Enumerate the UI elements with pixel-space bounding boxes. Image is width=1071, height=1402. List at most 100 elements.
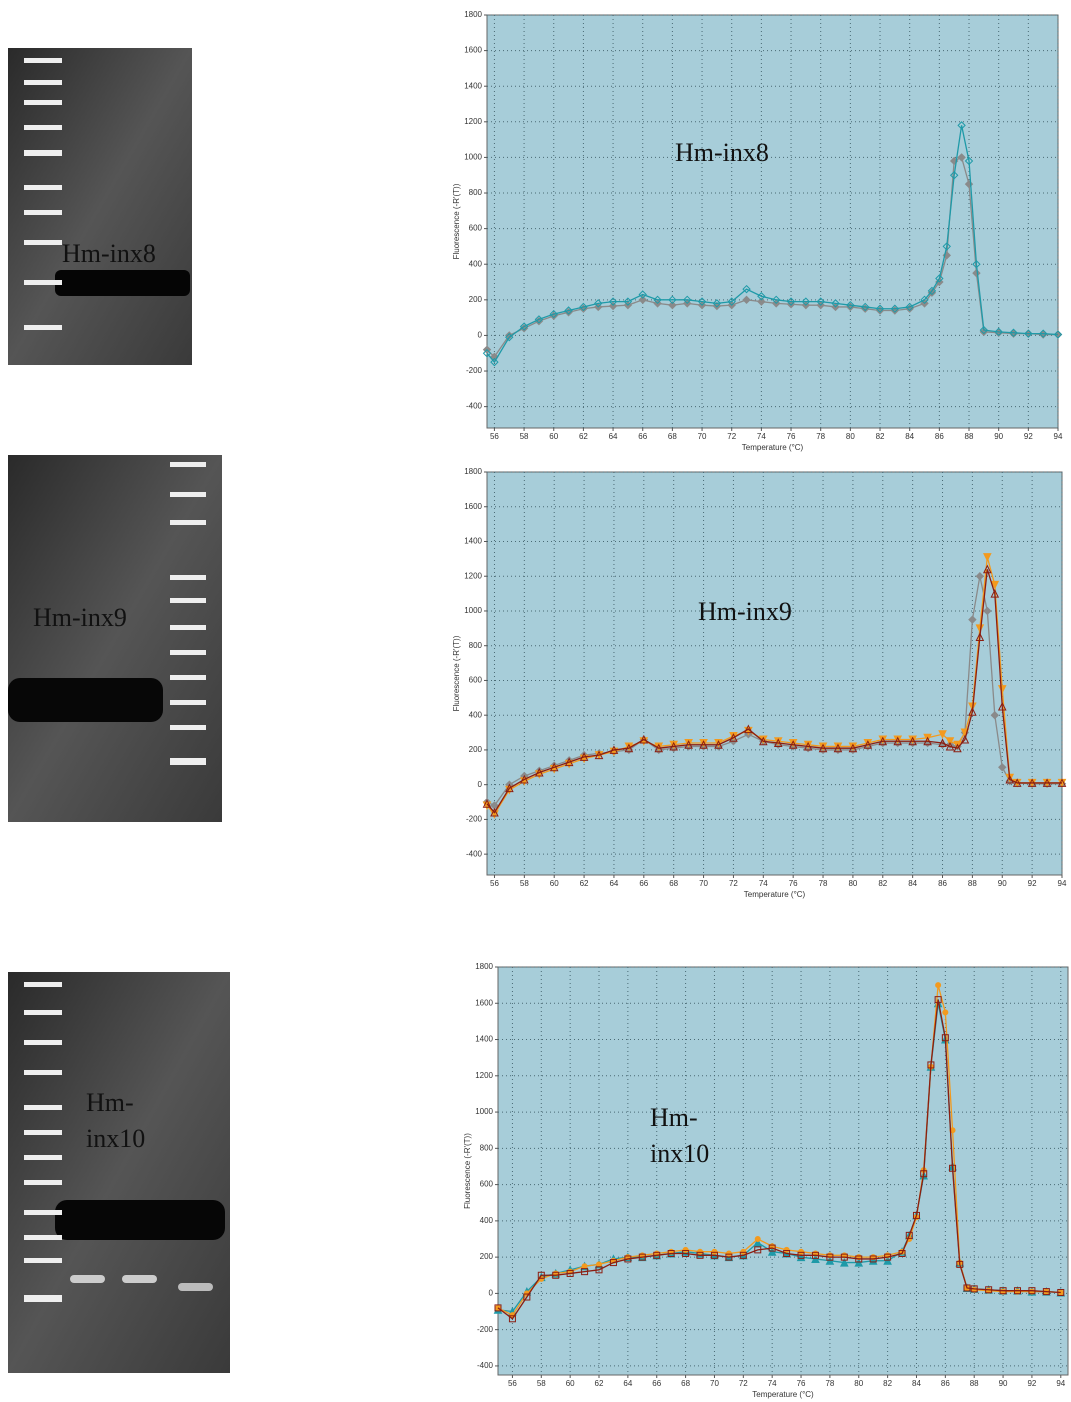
x-tick-label: 74 bbox=[768, 1379, 777, 1388]
x-tick-label: 58 bbox=[537, 1379, 546, 1388]
gel-label: Hm-inx8 bbox=[62, 236, 156, 272]
point bbox=[712, 1249, 717, 1254]
gel-3 bbox=[8, 972, 230, 1373]
x-tick-label: 88 bbox=[970, 1379, 979, 1388]
y-tick-label: 200 bbox=[469, 745, 483, 754]
x-tick-label: 68 bbox=[669, 879, 678, 888]
y-tick-label: 1600 bbox=[475, 998, 493, 1007]
point bbox=[597, 1262, 602, 1267]
y-tick-label: 200 bbox=[480, 1252, 494, 1261]
point bbox=[936, 983, 941, 988]
x-tick-label: 92 bbox=[1027, 1379, 1036, 1388]
y-tick-label: 1200 bbox=[464, 117, 482, 126]
x-tick-label: 60 bbox=[550, 879, 559, 888]
y-tick-label: -200 bbox=[477, 1325, 494, 1334]
x-tick-label: 76 bbox=[797, 1379, 806, 1388]
point bbox=[799, 1249, 804, 1254]
y-tick-label: 1600 bbox=[464, 502, 482, 511]
x-tick-label: 78 bbox=[819, 879, 828, 888]
x-tick-label: 66 bbox=[639, 879, 648, 888]
x-tick-label: 68 bbox=[668, 432, 677, 441]
x-tick-label: 88 bbox=[968, 879, 977, 888]
y-tick-label: 800 bbox=[480, 1143, 494, 1152]
x-tick-label: 76 bbox=[787, 432, 796, 441]
x-tick-label: 62 bbox=[580, 879, 589, 888]
gel-label: Hm-inx9 bbox=[33, 600, 127, 636]
x-tick-label: 78 bbox=[816, 432, 825, 441]
x-tick-label: 56 bbox=[508, 1379, 517, 1388]
y-axis-label: Fluorescence (-R'(T)) bbox=[452, 183, 461, 259]
x-axis-label: Temperature (°C) bbox=[744, 890, 806, 899]
x-tick-label: 62 bbox=[595, 1379, 604, 1388]
point bbox=[784, 1247, 789, 1252]
x-tick-label: 56 bbox=[490, 879, 499, 888]
x-tick-label: 60 bbox=[549, 432, 558, 441]
y-tick-label: 600 bbox=[480, 1180, 494, 1189]
y-tick-label: 400 bbox=[469, 710, 483, 719]
x-tick-label: 76 bbox=[789, 879, 798, 888]
plot-area bbox=[498, 967, 1068, 1375]
x-tick-label: 58 bbox=[520, 432, 529, 441]
y-tick-label: -400 bbox=[466, 849, 483, 858]
x-tick-label: 86 bbox=[935, 432, 944, 441]
x-tick-label: 74 bbox=[759, 879, 768, 888]
x-tick-label: 66 bbox=[652, 1379, 661, 1388]
annotation: Hm-inx8 bbox=[675, 135, 875, 171]
y-axis-label: Fluorescence (-R'(T)) bbox=[463, 1133, 472, 1209]
y-tick-label: -400 bbox=[477, 1361, 494, 1370]
x-tick-label: 70 bbox=[710, 1379, 719, 1388]
y-tick-label: 0 bbox=[489, 1289, 494, 1298]
y-tick-label: 0 bbox=[478, 780, 483, 789]
point bbox=[726, 1251, 731, 1256]
x-tick-label: 86 bbox=[941, 1379, 950, 1388]
x-tick-label: 94 bbox=[1056, 1379, 1065, 1388]
point bbox=[755, 1237, 760, 1242]
y-tick-label: 1800 bbox=[464, 467, 482, 476]
y-tick-label: 400 bbox=[480, 1216, 494, 1225]
point bbox=[582, 1264, 587, 1269]
y-tick-label: 1400 bbox=[464, 537, 482, 546]
y-axis-label: Fluorescence (-R'(T)) bbox=[452, 635, 461, 711]
x-tick-label: 80 bbox=[848, 879, 857, 888]
x-tick-label: 58 bbox=[520, 879, 529, 888]
x-tick-label: 90 bbox=[994, 432, 1003, 441]
y-tick-label: 600 bbox=[469, 224, 483, 233]
x-tick-label: 66 bbox=[638, 432, 647, 441]
x-tick-label: 72 bbox=[727, 432, 736, 441]
y-tick-label: 1400 bbox=[475, 1035, 493, 1044]
x-tick-label: 94 bbox=[1054, 432, 1063, 441]
x-tick-label: 92 bbox=[1028, 879, 1037, 888]
x-tick-label: 90 bbox=[998, 879, 1007, 888]
x-tick-label: 84 bbox=[908, 879, 917, 888]
x-tick-label: 82 bbox=[883, 1379, 892, 1388]
gel-label: Hm-inx10 bbox=[86, 1085, 166, 1157]
point bbox=[741, 1249, 746, 1254]
y-tick-label: -400 bbox=[466, 402, 483, 411]
x-tick-label: 70 bbox=[698, 432, 707, 441]
x-tick-label: 74 bbox=[757, 432, 766, 441]
y-tick-label: 1000 bbox=[464, 606, 482, 615]
y-tick-label: 1600 bbox=[464, 46, 482, 55]
annotation: Hm-inx9 bbox=[698, 594, 898, 630]
y-tick-label: 400 bbox=[469, 259, 483, 268]
canvas: -400-20002004006008001000120014001600180… bbox=[0, 0, 1071, 1402]
point bbox=[943, 1010, 948, 1015]
y-tick-label: 200 bbox=[469, 295, 483, 304]
x-tick-label: 84 bbox=[912, 1379, 921, 1388]
x-tick-label: 90 bbox=[999, 1379, 1008, 1388]
y-tick-label: 1800 bbox=[464, 10, 482, 19]
gel-1 bbox=[8, 48, 192, 365]
figure: -400-20002004006008001000120014001600180… bbox=[0, 0, 1071, 1402]
x-tick-label: 62 bbox=[579, 432, 588, 441]
x-tick-label: 72 bbox=[729, 879, 738, 888]
y-tick-label: 1200 bbox=[464, 571, 482, 580]
y-tick-label: -200 bbox=[466, 815, 483, 824]
x-tick-label: 56 bbox=[490, 432, 499, 441]
y-tick-label: 1400 bbox=[464, 81, 482, 90]
y-tick-label: 1000 bbox=[464, 153, 482, 162]
x-tick-label: 94 bbox=[1058, 879, 1067, 888]
point bbox=[698, 1249, 703, 1254]
gel-2 bbox=[8, 455, 222, 822]
x-tick-label: 86 bbox=[938, 879, 947, 888]
y-tick-label: 1800 bbox=[475, 962, 493, 971]
